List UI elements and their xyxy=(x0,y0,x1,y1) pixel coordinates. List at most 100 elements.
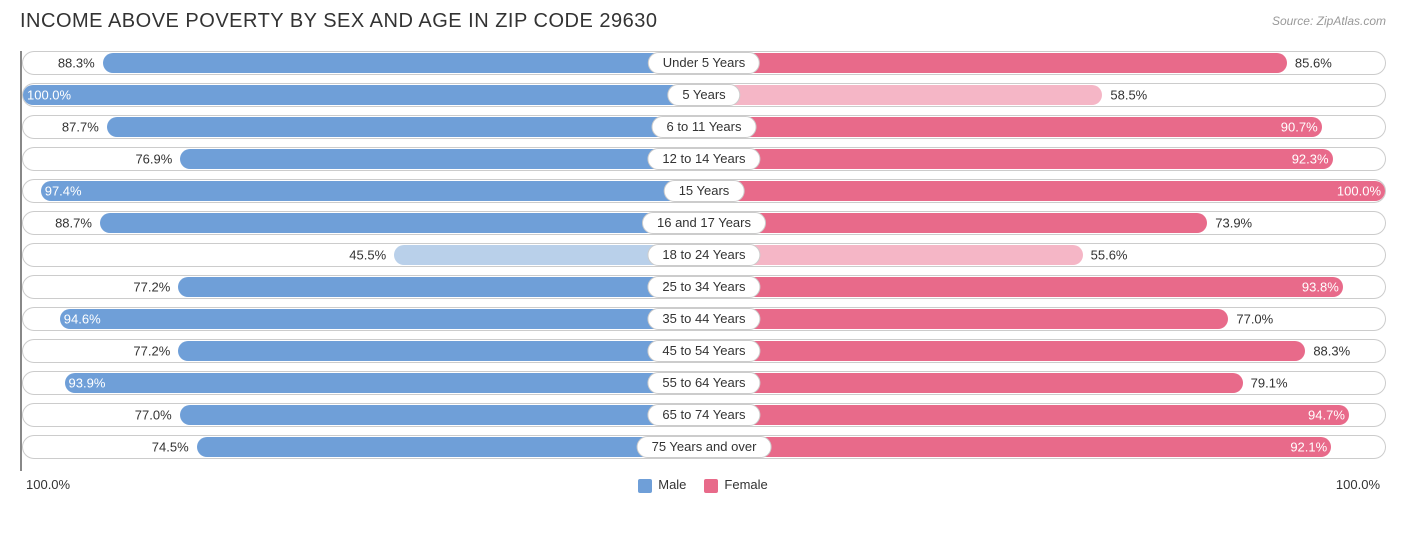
chart-header: INCOME ABOVE POVERTY BY SEX AND AGE IN Z… xyxy=(20,10,1386,33)
male-value: 77.2% xyxy=(133,344,170,359)
legend-item-female: Female xyxy=(704,477,767,493)
category-label: 65 to 74 Years xyxy=(647,404,760,426)
category-label: 6 to 11 Years xyxy=(652,116,757,138)
male-bar xyxy=(60,309,704,329)
category-label: 5 Years xyxy=(667,84,740,106)
male-track: 77.2% xyxy=(22,275,704,299)
axis-right-label: 100.0% xyxy=(768,477,1386,492)
male-track: 100.0% xyxy=(22,83,704,107)
male-track: 87.7% xyxy=(22,115,704,139)
chart-area: 88.3%85.6%Under 5 Years100.0%58.5%5 Year… xyxy=(20,51,1386,471)
male-track: 93.9% xyxy=(22,371,704,395)
category-label: 45 to 54 Years xyxy=(647,340,760,362)
male-value: 97.4% xyxy=(45,184,82,199)
female-bar xyxy=(704,341,1305,361)
male-bar xyxy=(41,181,704,201)
female-bar xyxy=(704,149,1333,169)
female-bar xyxy=(704,405,1349,425)
male-bar xyxy=(197,437,704,457)
female-value: 88.3% xyxy=(1313,344,1350,359)
female-track: 92.1% xyxy=(704,435,1386,459)
male-value: 76.9% xyxy=(135,152,172,167)
male-value: 100.0% xyxy=(27,88,71,103)
female-bar xyxy=(704,373,1243,393)
male-bar xyxy=(23,85,704,105)
female-track: 58.5% xyxy=(704,83,1386,107)
female-value: 73.9% xyxy=(1215,216,1252,231)
category-label: 16 and 17 Years xyxy=(642,212,766,234)
axis-left-label: 100.0% xyxy=(20,477,638,492)
legend-label-female: Female xyxy=(724,477,767,492)
male-track: 94.6% xyxy=(22,307,704,331)
category-label: 18 to 24 Years xyxy=(647,244,760,266)
legend-swatch-male xyxy=(638,479,652,493)
chart-row: 88.3%85.6%Under 5 Years xyxy=(22,51,1386,75)
male-track: 45.5% xyxy=(22,243,704,267)
female-value: 90.7% xyxy=(1281,120,1318,135)
female-bar xyxy=(704,117,1322,137)
female-bar xyxy=(704,85,1102,105)
female-track: 93.8% xyxy=(704,275,1386,299)
female-track: 79.1% xyxy=(704,371,1386,395)
male-value: 94.6% xyxy=(64,312,101,327)
female-track: 100.0% xyxy=(704,179,1386,203)
chart-row: 45.5% 55.6% 18 to 24 Years xyxy=(22,243,1386,267)
chart-source: Source: ZipAtlas.com xyxy=(1272,14,1386,28)
female-bar xyxy=(704,309,1228,329)
female-bar xyxy=(704,213,1207,233)
female-value: 92.3% xyxy=(1292,152,1329,167)
category-label: 55 to 64 Years xyxy=(647,372,760,394)
male-track: 97.4% xyxy=(22,179,704,203)
female-bar xyxy=(704,437,1331,457)
male-value: 88.3% xyxy=(58,56,95,71)
male-bar xyxy=(103,53,704,73)
category-label: 35 to 44 Years xyxy=(647,308,760,330)
male-value: 77.2% xyxy=(133,280,170,295)
female-track: 88.3% xyxy=(704,339,1386,363)
female-bar xyxy=(704,181,1385,201)
male-track: 74.5% xyxy=(22,435,704,459)
legend-label-male: Male xyxy=(658,477,686,492)
female-value: 77.0% xyxy=(1236,312,1273,327)
male-track: 77.2% xyxy=(22,339,704,363)
female-track: 55.6% xyxy=(704,243,1386,267)
female-bar xyxy=(704,245,1083,265)
category-label: 25 to 34 Years xyxy=(647,276,760,298)
chart-row: 87.7% 90.7% 6 to 11 Years xyxy=(22,115,1386,139)
chart-row: 77.2% 93.8% 25 to 34 Years xyxy=(22,275,1386,299)
chart-row: 100.0% 58.5% 5 Years xyxy=(22,83,1386,107)
female-value: 92.1% xyxy=(1290,440,1327,455)
female-track: 94.7% xyxy=(704,403,1386,427)
male-value: 74.5% xyxy=(152,440,189,455)
male-track: 88.7% xyxy=(22,211,704,235)
male-value: 88.7% xyxy=(55,216,92,231)
category-label: 12 to 14 Years xyxy=(647,148,760,170)
chart-row: 97.4%100.0%15 Years xyxy=(22,179,1386,203)
female-value: 55.6% xyxy=(1091,248,1128,263)
male-bar xyxy=(180,149,704,169)
female-value: 58.5% xyxy=(1110,88,1147,103)
legend-item-male: Male xyxy=(638,477,686,493)
chart-row: 94.6% 77.0% 35 to 44 Years xyxy=(22,307,1386,331)
female-bar xyxy=(704,53,1287,73)
chart-row: 77.0% 94.7% 65 to 74 Years xyxy=(22,403,1386,427)
female-track: 92.3% xyxy=(704,147,1386,171)
male-bar xyxy=(65,373,704,393)
chart-row: 74.5%92.1%75 Years and over xyxy=(22,435,1386,459)
female-value: 85.6% xyxy=(1295,56,1332,71)
chart-title: INCOME ABOVE POVERTY BY SEX AND AGE IN Z… xyxy=(20,10,657,33)
chart-row: 76.9% 92.3% 12 to 14 Years xyxy=(22,147,1386,171)
chart-row: 93.9% 79.1%55 to 64 Years xyxy=(22,371,1386,395)
male-bar xyxy=(180,405,704,425)
chart-footer: 100.0% Male Female 100.0% xyxy=(20,477,1386,493)
male-bar xyxy=(100,213,704,233)
female-value: 94.7% xyxy=(1308,408,1345,423)
male-value: 93.9% xyxy=(69,376,106,391)
female-value: 93.8% xyxy=(1302,280,1339,295)
male-bar xyxy=(107,117,704,137)
male-value: 45.5% xyxy=(349,248,386,263)
male-track: 76.9% xyxy=(22,147,704,171)
male-bar xyxy=(178,277,704,297)
female-track: 90.7% xyxy=(704,115,1386,139)
male-value: 77.0% xyxy=(135,408,172,423)
